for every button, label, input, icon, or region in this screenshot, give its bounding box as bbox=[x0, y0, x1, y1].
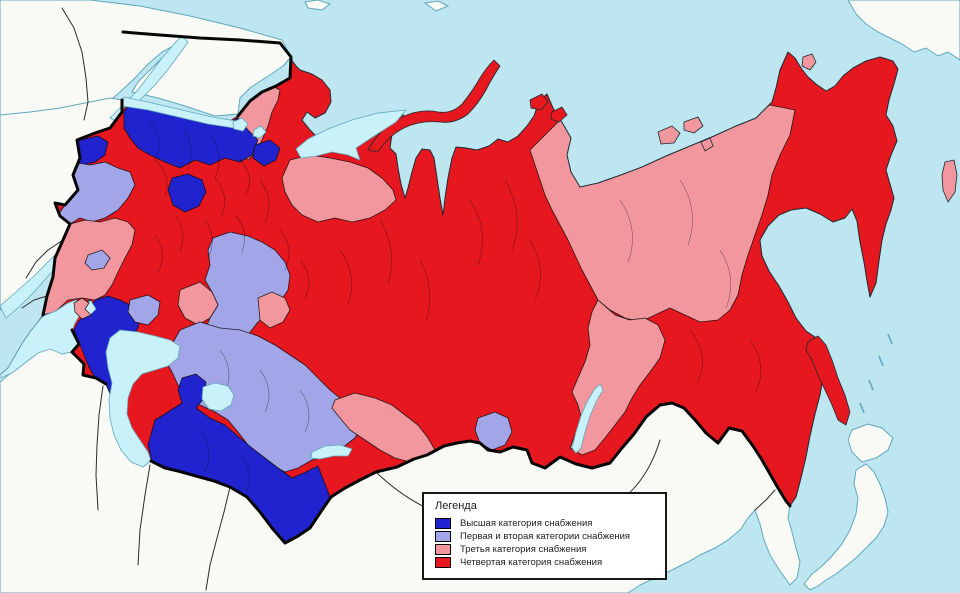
region-kalmyk-spot bbox=[127, 294, 161, 326]
island-hokkaido bbox=[847, 423, 894, 463]
inland-waters bbox=[0, 96, 604, 468]
legend-swatch-fourth-category bbox=[435, 557, 451, 568]
legend-item-highest: Высшая категория снабжения bbox=[435, 517, 665, 530]
legend-item-third: Третья категория снабжения bbox=[435, 543, 665, 556]
ussr-islands bbox=[338, 53, 958, 426]
caspian-sea bbox=[105, 329, 181, 468]
legend-label: Первая и вторая категории снабжения bbox=[460, 531, 631, 542]
kuril-islands bbox=[859, 333, 893, 414]
ussr-state-border bbox=[41, 30, 792, 545]
region-volga-east-spot bbox=[257, 291, 291, 329]
legend-label: Высшая категория снабжения bbox=[460, 518, 593, 529]
white-sea bbox=[295, 109, 407, 161]
legend-swatch-highest-category bbox=[435, 518, 451, 529]
lake-balkhash bbox=[310, 444, 353, 460]
aral-sea bbox=[201, 382, 235, 412]
region-tuva bbox=[474, 411, 513, 451]
border-turkey bbox=[70, 328, 108, 386]
legend-box: Легенда Высшая категория снабжения Перва… bbox=[422, 492, 667, 580]
island-new-siberian bbox=[657, 116, 714, 152]
region-crimea bbox=[73, 297, 92, 320]
country-alaska bbox=[847, 0, 960, 61]
island-novaya-zemlya bbox=[367, 59, 501, 153]
island-honshu bbox=[803, 463, 889, 591]
island-wrangel bbox=[941, 159, 958, 203]
arctic-islets bbox=[304, 0, 450, 12]
legend-swatch-first-second-category bbox=[435, 531, 451, 542]
legend-item-first-second: Первая и вторая категории снабжения bbox=[435, 530, 665, 543]
lake-baikal bbox=[571, 383, 604, 454]
border-finland-norway bbox=[121, 30, 293, 118]
region-baikal bbox=[569, 299, 666, 456]
legend-label: Четвертая категория снабжения bbox=[460, 557, 603, 568]
border-south-east bbox=[149, 401, 792, 545]
lake-onega bbox=[252, 125, 267, 139]
border-norway-sweden bbox=[61, 7, 89, 121]
island-chukotka-west bbox=[801, 53, 817, 71]
lake-ladoga bbox=[232, 117, 249, 132]
region-vologda bbox=[252, 139, 281, 167]
island-severnaya-zemlya bbox=[529, 93, 568, 123]
legend-swatch-third-category bbox=[435, 544, 451, 555]
region-west-ukraine-spot bbox=[84, 249, 111, 271]
region-komi bbox=[281, 154, 397, 223]
legend-label: Третья категория снабжения bbox=[460, 544, 587, 555]
region-volga-west-spot bbox=[177, 281, 219, 326]
island-sakhalin bbox=[805, 335, 851, 426]
border-west bbox=[41, 98, 124, 317]
border-turkey-iran bbox=[95, 385, 231, 591]
region-moscow bbox=[167, 173, 207, 213]
legend-item-fourth: Четвертая категория снабжения bbox=[435, 556, 665, 569]
legend-title: Легенда bbox=[435, 500, 477, 512]
